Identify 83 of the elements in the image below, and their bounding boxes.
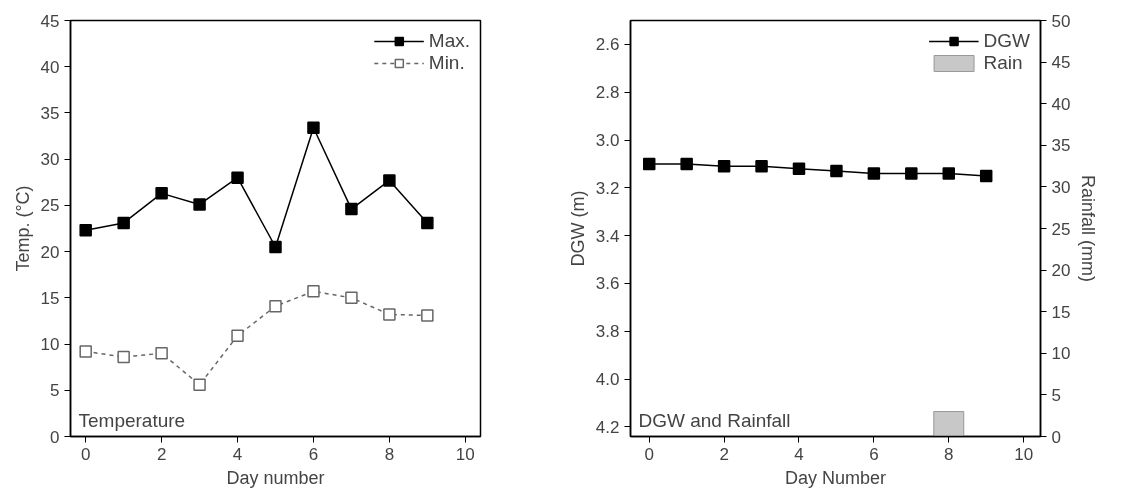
y-tick-label: 4.0 [595,370,620,390]
legend-label: Max. [428,30,470,52]
y-tick-label: 3.6 [595,274,620,294]
x-tick-label: 2 [719,444,729,464]
y-tick-label: 2.8 [595,83,620,103]
point [155,187,168,200]
y2-tick-label: 35 [1051,136,1071,156]
point [307,121,320,134]
y-axis-title: Temp. (°C) [12,185,33,272]
point [383,308,396,321]
y2-tick-label: 15 [1051,302,1071,322]
y-tick-label: 40 [40,57,60,77]
y-tick-label: 5 [50,381,60,401]
point [193,378,206,391]
annotation: Temperature [78,409,186,431]
point [193,198,206,211]
y2-tick-label: 50 [1051,11,1071,31]
point [79,224,92,237]
legend-label: DGW [983,30,1030,52]
point [642,157,656,171]
point [345,202,358,216]
x-tick-label: 10 [455,444,475,464]
point [421,309,434,322]
point [830,164,843,178]
y2-tick-label: 5 [1051,385,1061,405]
point [905,167,918,180]
point [269,299,282,313]
legend-label: Min. [428,52,465,74]
y2-tick-label: 25 [1051,219,1071,239]
y-tick-label: 3.2 [595,178,620,198]
point [942,167,956,180]
x-tick-label: 8 [384,444,395,464]
x-tick-label: 0 [644,444,654,464]
y-tick-label: 2.6 [595,35,620,55]
point [383,174,396,187]
y-tick-label: 35 [40,103,60,123]
point [269,240,282,254]
y-tick-label: 10 [40,335,60,355]
point [867,167,881,180]
point [979,169,993,183]
point [345,291,358,305]
y-tick-label: 25 [40,196,60,216]
y-tick-label: 0 [50,427,60,447]
y-tick-label: 3.4 [595,226,620,246]
y-tick-label: 15 [40,288,60,308]
y2-tick-label: 0 [1051,427,1061,447]
x-tick-label: 6 [308,444,319,464]
y-tick-label: 4.2 [595,417,620,437]
point [717,160,731,173]
annotation: DGW and Rainfall [638,409,791,431]
y-tick-label: 30 [40,150,60,170]
point [755,160,768,173]
x-tick-label: 4 [794,444,804,464]
point [117,350,130,364]
y-tick-label: 3.8 [595,322,620,342]
x-axis-title: Day number [226,467,325,488]
x-tick-label: 10 [1014,444,1034,464]
point [421,216,434,230]
legend-label: Rain [983,52,1023,74]
point [680,157,693,171]
y2-tick-label: 10 [1051,344,1071,364]
point [792,162,806,175]
x-tick-label: 8 [944,444,954,464]
x-tick-label: 2 [156,444,167,464]
x-tick-label: 0 [80,444,91,464]
y-tick-label: 45 [40,11,60,31]
x-tick-label: 6 [869,444,879,464]
point [231,171,244,184]
x-tick-label: 4 [232,444,243,464]
point [155,347,168,360]
y2-tick-label: 30 [1051,177,1071,197]
y-tick-label: 20 [40,242,60,262]
point [79,345,92,358]
y2-axis-title: Rainfall (mm) [1078,175,1099,283]
point [117,216,130,230]
y-axis-title: DGW (m) [567,190,588,267]
y2-tick-label: 40 [1051,94,1071,114]
y-tick-label: 3.0 [595,131,620,151]
x-axis-title: Day Number [784,467,887,488]
point [231,329,244,342]
y2-tick-label: 45 [1051,53,1071,73]
point [307,285,320,298]
y2-tick-label: 20 [1051,261,1071,281]
